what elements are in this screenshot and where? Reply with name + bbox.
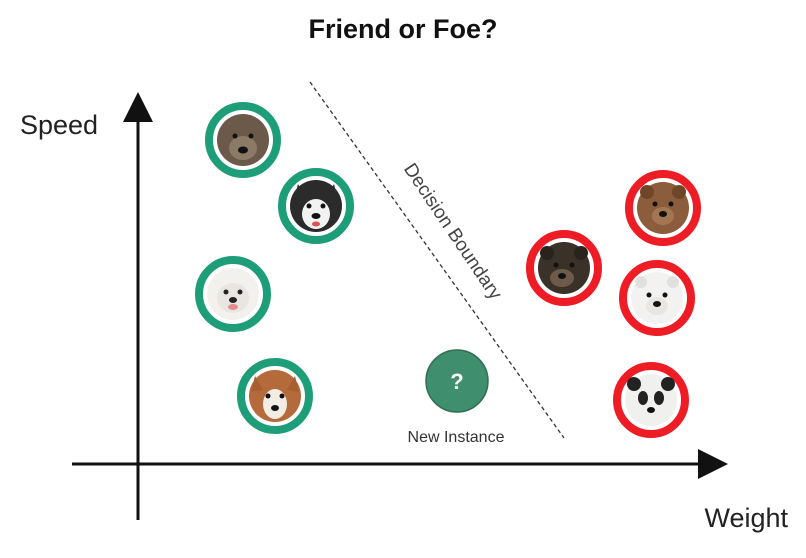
new-instance-circle [425,349,489,413]
foe-point-brown-bear [625,170,701,246]
friend-point-husky [278,168,354,244]
diagram-title: Friend or Foe? [308,14,498,44]
new-instance-symbol: ? [450,369,463,394]
x-axis-label: Weight [704,503,788,533]
y-axis-label: Speed [20,110,99,140]
friend-point-dog-dark [205,102,281,178]
foe-point-polar-bear [619,260,695,336]
friend-point-samoyed [195,256,271,332]
friend-point-corgi [237,358,313,434]
decision-boundary-line [309,81,565,439]
new-instance-point: ? [425,349,489,413]
new-instance-label: New Instance [407,429,505,446]
foe-point-panda [613,362,689,438]
foe-point-black-bear [526,230,602,306]
